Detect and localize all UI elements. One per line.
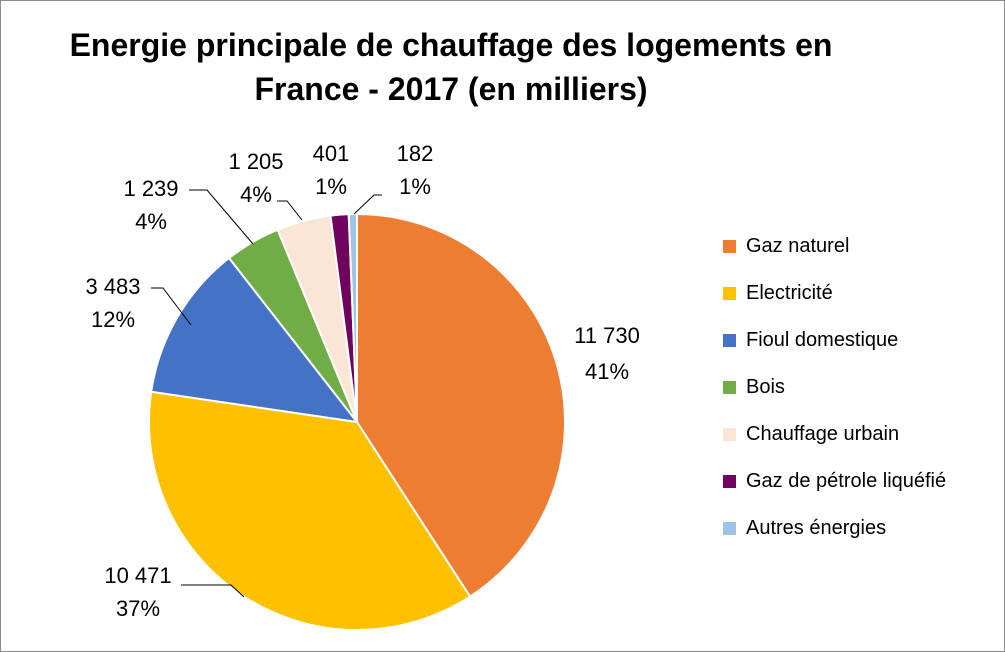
data-label-percent-3: 12% xyxy=(91,307,135,332)
legend-swatch-2 xyxy=(723,287,736,300)
legend-item-2: Electricité xyxy=(723,270,946,317)
data-label-percent-5: 4% xyxy=(240,182,272,207)
leader-line-2 xyxy=(181,584,245,598)
legend-label-7: Autres énergies xyxy=(746,517,887,539)
leader-line-5 xyxy=(277,200,303,221)
data-label-value-1: 11 730 xyxy=(574,323,640,348)
pie-slice-2 xyxy=(148,390,472,631)
leader-line-3 xyxy=(151,287,192,326)
legend-item-6: Gaz de pétrole liquéfié xyxy=(723,458,946,505)
legend-label-2: Electricité xyxy=(746,282,833,304)
legend-swatch-7 xyxy=(723,522,736,535)
leader-line-4 xyxy=(189,189,254,245)
legend-label-1: Gaz naturel xyxy=(746,235,850,257)
data-label-value-5: 1 205 xyxy=(228,149,283,174)
data-label-percent-7: 1% xyxy=(399,174,431,199)
legend-item-7: Autres énergies xyxy=(723,505,946,552)
legend-swatch-3 xyxy=(723,334,736,347)
data-label-percent-2: 37% xyxy=(116,596,160,621)
chart-title-line-2: France - 2017 (en milliers) xyxy=(254,71,648,107)
legend-item-1: Gaz naturel xyxy=(723,223,946,270)
legend: Gaz naturel Electricité Fioul domestique Bo… xyxy=(723,223,946,552)
legend-item-3: Fioul domestique xyxy=(723,317,946,364)
pie-slice-3 xyxy=(150,256,360,424)
data-label-value-6: 401 xyxy=(313,141,350,166)
legend-swatch-4 xyxy=(723,381,736,394)
data-label-value-4: 1 239 xyxy=(123,176,178,201)
legend-label-4: Bois xyxy=(746,376,785,398)
legend-item-5: Chauffage urbain xyxy=(723,411,946,458)
pie-slice-7 xyxy=(347,212,358,423)
legend-label-3: Fioul domestique xyxy=(746,329,899,351)
legend-swatch-5 xyxy=(723,428,736,441)
data-label-percent-6: 1% xyxy=(315,174,347,199)
chart-title: Energie principale de chauffage des loge… xyxy=(61,23,841,111)
data-label-percent-1: 41% xyxy=(585,359,629,384)
chart-title-line-1: Energie principale de chauffage des loge… xyxy=(69,27,833,63)
legend-swatch-6 xyxy=(723,475,736,488)
legend-label-6: Gaz de pétrole liquéfié xyxy=(746,470,947,492)
legend-swatch-1 xyxy=(723,240,736,253)
legend-item-4: Bois xyxy=(723,364,946,411)
data-label-percent-4: 4% xyxy=(135,209,167,234)
leader-line-7 xyxy=(353,194,382,215)
data-label-value-2: 10 471 xyxy=(104,563,171,588)
data-label-value-7: 182 xyxy=(397,141,434,166)
data-label-value-3: 3 483 xyxy=(85,274,140,299)
legend-label-5: Chauffage urbain xyxy=(746,423,900,445)
